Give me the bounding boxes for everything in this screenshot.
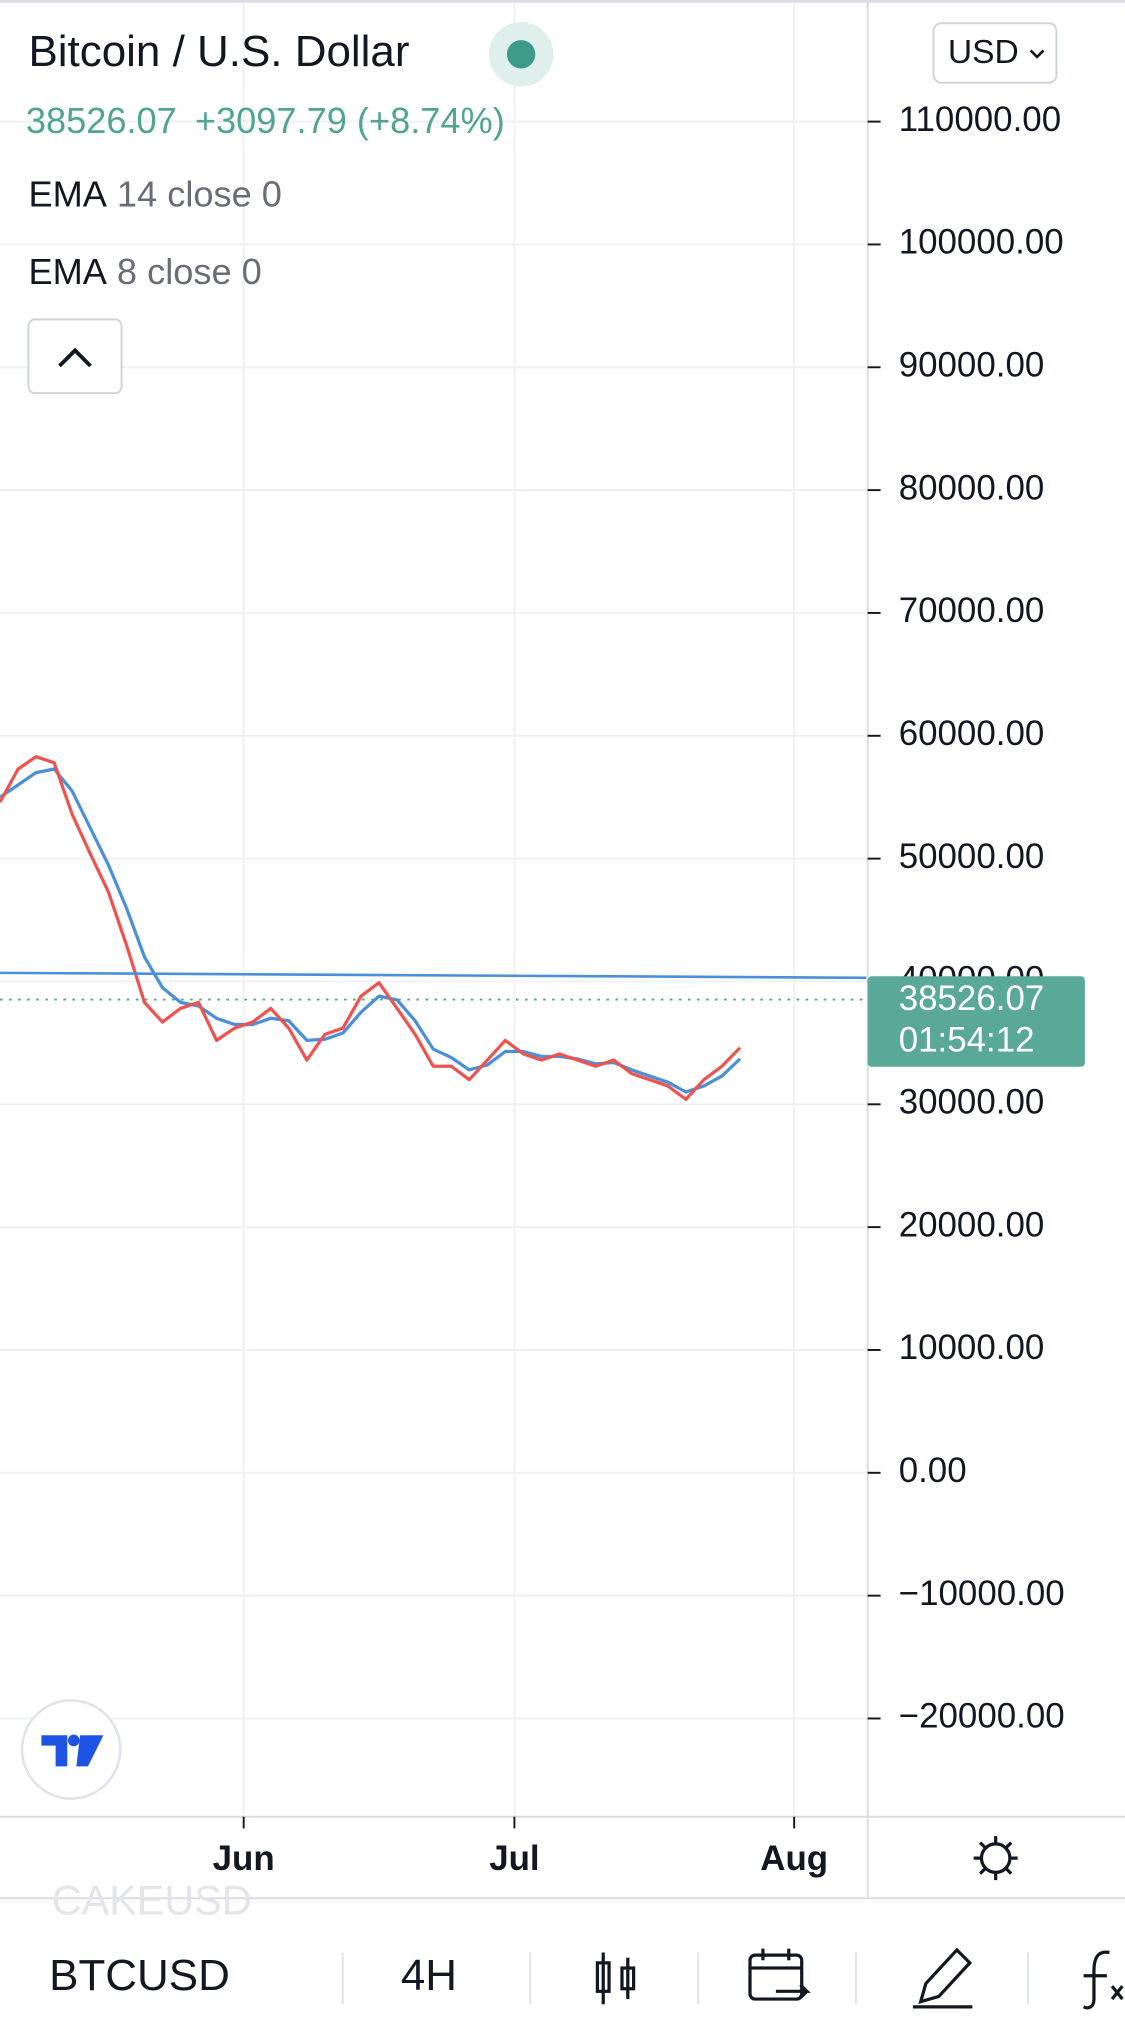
indicator-name: EMA [28, 251, 107, 292]
logo-dot [67, 1734, 80, 1747]
x-tick-label: Jul [489, 1839, 539, 1878]
indicator-name: EMA [28, 173, 107, 214]
x-tick-label: Aug [760, 1839, 828, 1878]
price-label: 38526.07 [899, 979, 1045, 1018]
y-tick-label: 30000.00 [899, 1083, 1045, 1122]
chevron-icon [58, 347, 92, 368]
ema-line [0, 755, 742, 1101]
y-tick-label: 80000.00 [899, 468, 1045, 507]
status-dot [506, 40, 536, 69]
y-tick-label: −10000.00 [899, 1574, 1065, 1613]
y-tick-label: 0.00 [899, 1451, 967, 1490]
date-range-button[interactable] [748, 1948, 811, 2001]
drawing-button[interactable] [912, 1947, 973, 2009]
x-tick-label: Jun [213, 1839, 275, 1878]
y-tick-label: 60000.00 [899, 714, 1045, 753]
indicator-legend[interactable]: EMA 14 close 0 [28, 173, 281, 214]
toolbar [0, 1926, 1125, 2027]
y-tick-label: 70000.00 [899, 591, 1045, 630]
y-tick-label: 10000.00 [899, 1328, 1045, 1367]
indicator-params: 8 close 0 [107, 251, 262, 292]
y-tick-label: 90000.00 [899, 345, 1045, 384]
symbol-title: Bitcoin / U.S. Dollar [28, 27, 409, 76]
axes: 110000.00 100000.00 90000.00 80000.00 70000.… [213, 100, 1085, 1878]
collapse-button[interactable] [27, 318, 123, 395]
price-header: 38526.07 +3097.79 (+8.74%) [26, 99, 505, 140]
logo-badge[interactable] [20, 1699, 122, 1800]
indicator-legend[interactable]: EMA 8 close 0 [28, 251, 261, 292]
grid [0, 0, 867, 1817]
y-tick-label: −20000.00 [899, 1697, 1065, 1736]
currency-label: USD [948, 34, 1019, 71]
settings-icon[interactable] [973, 1836, 1018, 1881]
y-tick-label: 20000.00 [899, 1205, 1045, 1244]
last-price: 38526.07 [26, 99, 177, 140]
indicator-params: 14 close 0 [107, 173, 282, 214]
indicators-button[interactable] [1082, 1950, 1124, 2010]
currency-button[interactable] [932, 22, 1058, 84]
horizontal-line [0, 971, 867, 980]
y-tick-label: 110000.00 [899, 100, 1061, 139]
interval-button[interactable]: 4H [401, 1951, 457, 2000]
logo [41, 1735, 104, 1767]
ema-line [0, 767, 742, 1094]
ghost-symbol: CAKEUSD [52, 1877, 252, 1923]
countdown-label: 01:54:12 [899, 1020, 1035, 1059]
symbol-button[interactable]: BTCUSD [49, 1951, 230, 2000]
price-change: +3097.79 (+8.74%) [195, 99, 505, 140]
chart-type-button[interactable] [595, 1952, 636, 2005]
price-label-box [867, 976, 1085, 1067]
plot [0, 755, 867, 1101]
dropdown-icon [1029, 49, 1045, 59]
y-tick-label: 50000.00 [899, 837, 1045, 876]
y-tick-label: 100000.00 [899, 223, 1064, 262]
